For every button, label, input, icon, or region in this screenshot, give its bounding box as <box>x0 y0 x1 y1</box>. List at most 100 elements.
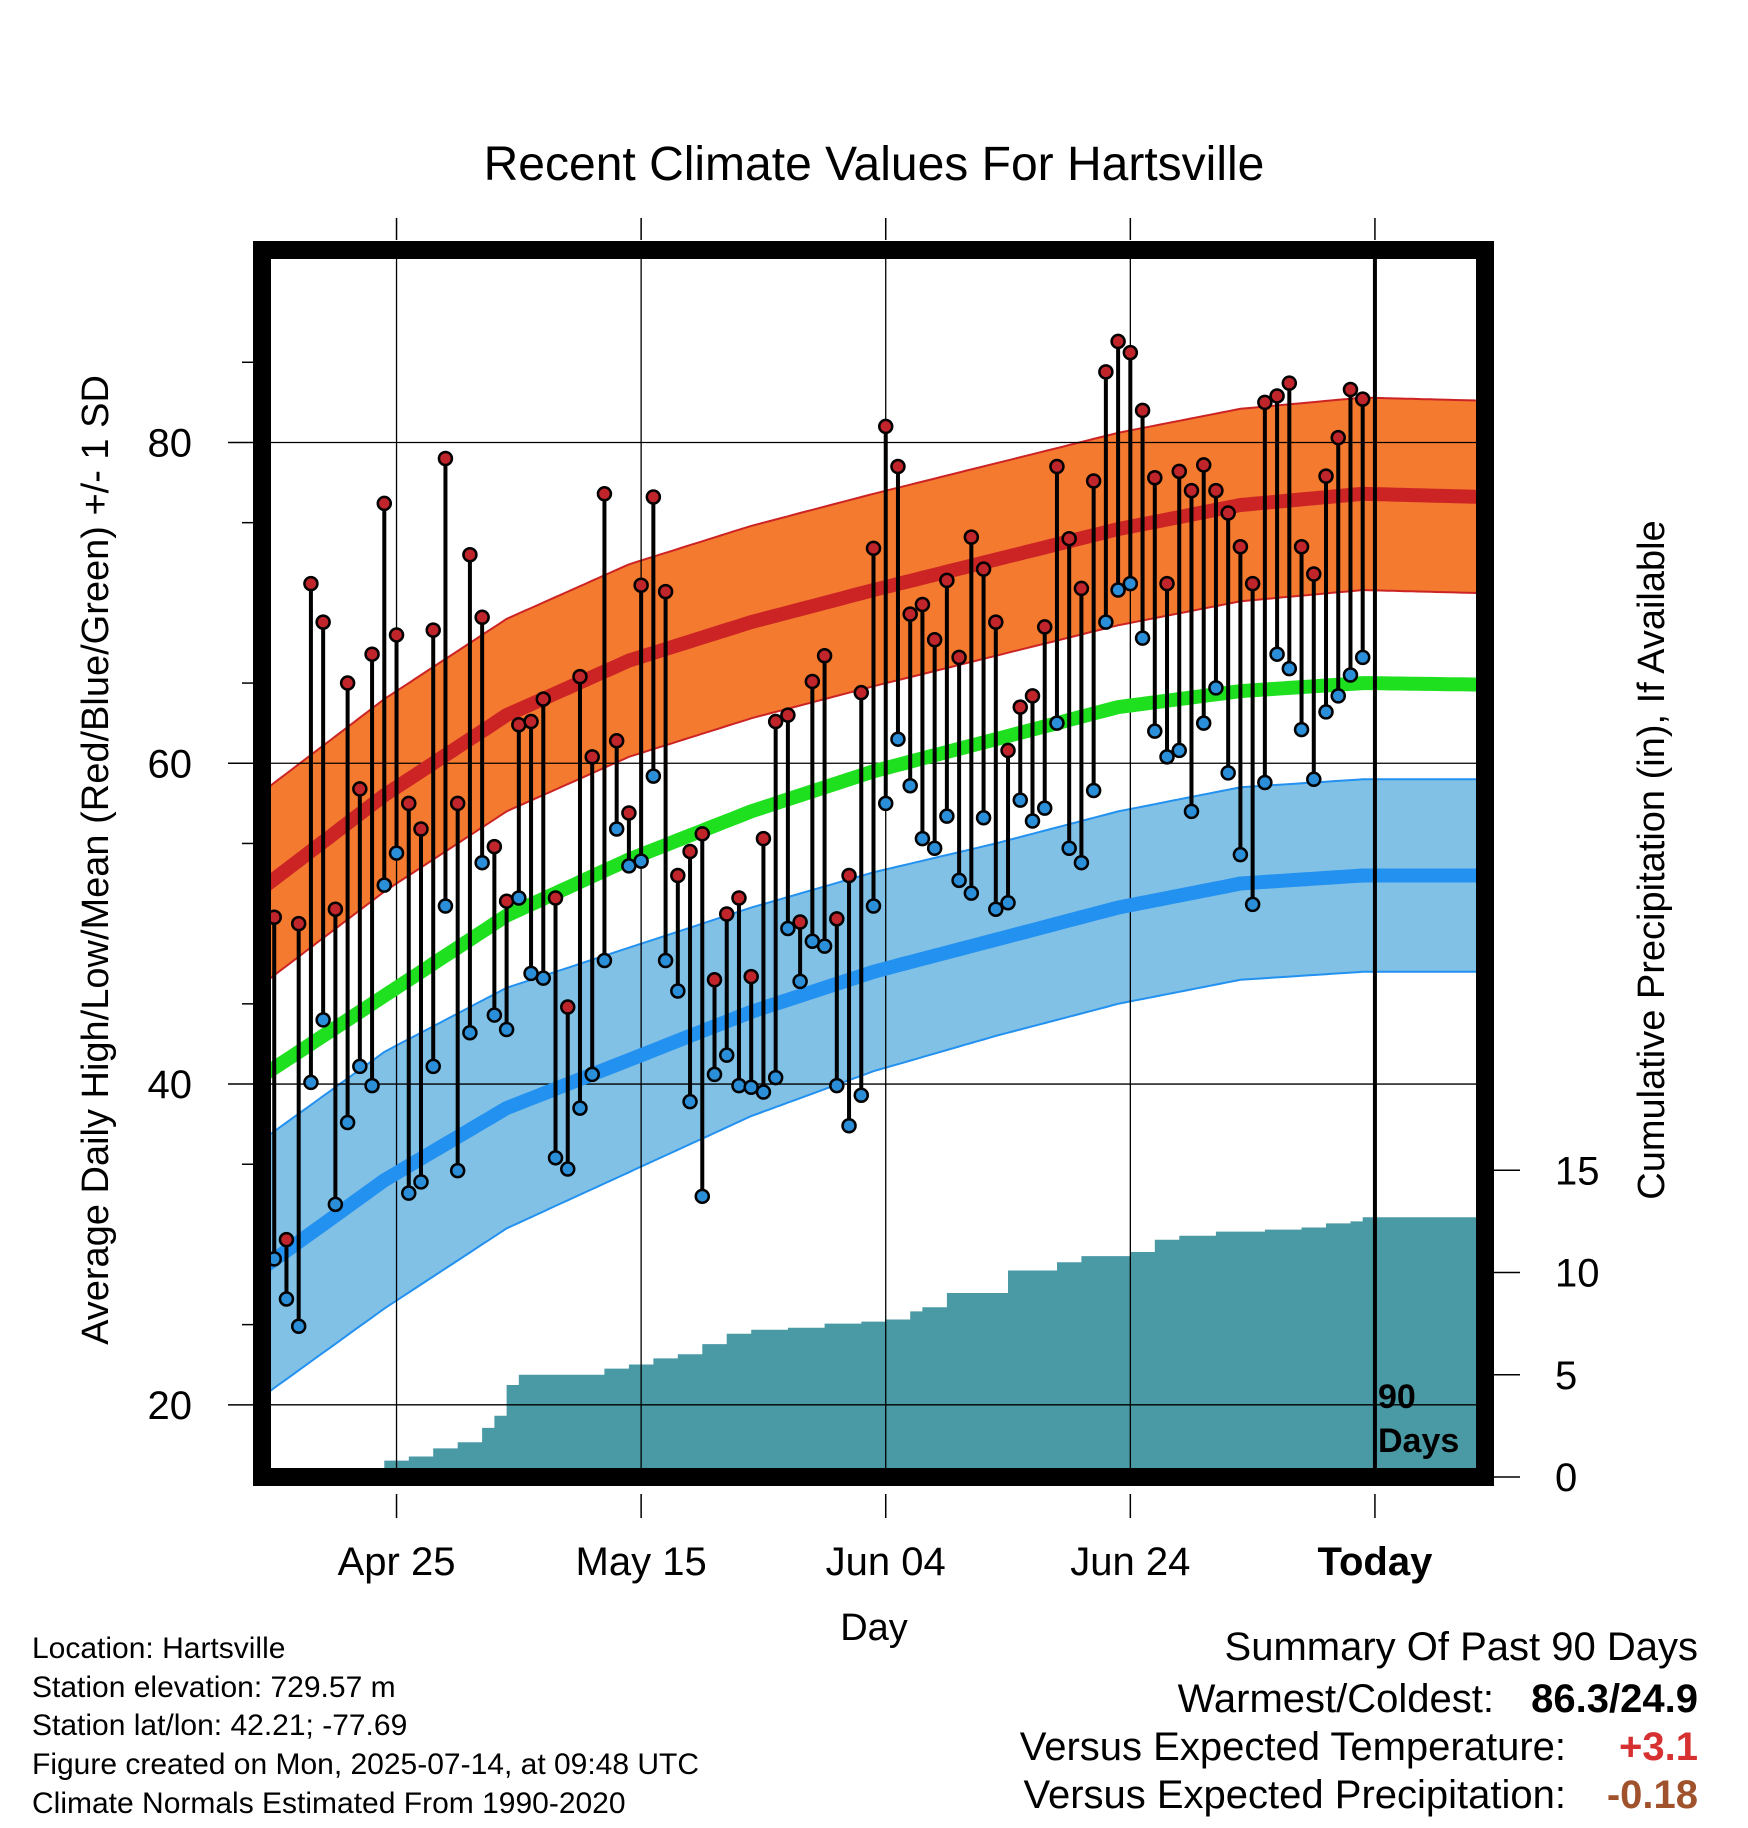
daily-low-point <box>401 1185 417 1201</box>
daily-low-point <box>1244 896 1261 913</box>
daily-high-point <box>718 906 735 922</box>
normal-low-line <box>262 868 1485 1275</box>
footer-latlon: Station lat/lon: 42.21; -77.69 <box>32 1709 407 1742</box>
x-axis-ticks: Apr 25 May 15 Jun 04 Jun 24 Today <box>338 218 1433 1584</box>
daily-low-point <box>1183 803 1200 820</box>
low-sd-band <box>262 778 1485 1399</box>
x-tick-label: Apr 25 <box>338 1540 456 1584</box>
daily-low-point <box>449 1162 466 1179</box>
warm-cold-value: 86.3/24.9 <box>1531 1677 1698 1721</box>
daily-high-point <box>1085 473 1102 489</box>
daily-low-point <box>914 830 931 847</box>
daily-high-point <box>988 614 1004 630</box>
daily-low-point <box>780 920 796 937</box>
daily-high-point <box>853 684 870 701</box>
daily-high-point <box>694 826 711 842</box>
daily-low-point <box>1061 840 1077 857</box>
daily-range-stems <box>272 341 1365 1327</box>
daily-high-point <box>670 867 686 884</box>
daily-high-point <box>767 713 784 730</box>
daily-high-point <box>1061 530 1077 547</box>
daily-high-point <box>1110 333 1126 350</box>
daily-low-point <box>816 938 833 954</box>
daily-low-point <box>1098 614 1114 630</box>
daily-high-point <box>633 577 649 593</box>
y-axis-ticks: 20 40 60 80 <box>148 361 253 1428</box>
daily-high-point <box>1342 381 1359 398</box>
daily-low-point <box>290 1318 307 1334</box>
daily-high-point <box>1159 575 1175 592</box>
x-axis-title: Day <box>840 1607 908 1649</box>
daily-low-point <box>327 1196 344 1213</box>
daily-low-point <box>1000 895 1016 911</box>
daily-low-point <box>376 877 393 893</box>
plot-frame <box>253 241 1494 1486</box>
daily-high-point <box>401 795 417 812</box>
daily-high-point <box>1232 538 1249 555</box>
footer-elevation: Station elevation: 729.57 m <box>32 1671 396 1704</box>
footer-created: Figure created on Mon, 2025-07-14, at 09… <box>32 1748 699 1781</box>
daily-high-point <box>645 489 662 505</box>
daily-high-point <box>535 691 552 707</box>
daily-low-point <box>1195 715 1212 731</box>
daily-high-point <box>755 830 772 847</box>
daily-high-point <box>339 675 356 691</box>
metadata-footer: Location: Hartsville Station elevation: … <box>32 1632 699 1820</box>
daily-high-point <box>1000 742 1016 759</box>
daily-low-point <box>1281 660 1298 677</box>
daily-high-point <box>352 781 368 797</box>
daily-low-point <box>1024 813 1041 829</box>
daily-low-point <box>706 1066 723 1083</box>
daily-high-point <box>841 867 857 884</box>
daily-high-point <box>449 795 466 812</box>
daily-high-point <box>498 893 515 909</box>
daily-low-point <box>718 1047 735 1063</box>
daily-low-point <box>1036 800 1053 816</box>
daily-low-point <box>608 821 625 837</box>
daily-low-point <box>339 1114 356 1131</box>
daily-high-point <box>682 843 698 860</box>
today-days-word: Days <box>1378 1422 1459 1460</box>
precip-anomaly-label: Versus Expected Precipitation: <box>1023 1773 1566 1817</box>
daily-high-point <box>1354 391 1371 407</box>
daily-high-point <box>584 749 600 765</box>
daily-low-point <box>670 983 686 999</box>
daily-low-point <box>902 777 918 794</box>
daily-low-point <box>1073 854 1090 871</box>
daily-low-point <box>951 872 967 889</box>
daily-high-point <box>572 668 588 685</box>
daily-high-point <box>902 606 918 622</box>
daily-low-point <box>841 1117 857 1134</box>
daily-low-point <box>731 1077 747 1094</box>
daily-high-point <box>523 713 539 730</box>
footer-location: Location: Hartsville <box>32 1632 285 1665</box>
y2-tick-label: 15 <box>1555 1149 1600 1193</box>
daily-low-point <box>1269 646 1285 662</box>
daily-low-point <box>1110 582 1126 598</box>
daily-low-point <box>486 1007 503 1023</box>
daily-high-point <box>596 486 613 502</box>
daily-high-point <box>1293 538 1310 555</box>
daily-low-point <box>1049 715 1065 731</box>
daily-low-point <box>1085 782 1102 799</box>
daily-low-point <box>890 731 906 747</box>
chart-title: Recent Climate Values For Hartsville <box>484 138 1265 191</box>
daily-high-point <box>743 968 759 985</box>
daily-low-point <box>1354 649 1371 666</box>
daily-low-point <box>767 1069 784 1086</box>
daily-high-point <box>462 546 478 563</box>
daily-high-point <box>413 821 429 837</box>
daily-low-point <box>988 901 1004 917</box>
x-tick-label: May 15 <box>576 1540 707 1584</box>
daily-low-point <box>352 1058 368 1075</box>
daily-low-point <box>498 1021 515 1038</box>
daily-high-point <box>437 450 454 467</box>
daily-low-point <box>572 1100 588 1116</box>
daily-high-point <box>657 583 674 600</box>
daily-points <box>266 333 1371 1334</box>
temp-anomaly-value: +3.1 <box>1619 1725 1698 1769</box>
daily-low-point <box>1147 723 1163 739</box>
daily-low-point <box>474 854 490 871</box>
daily-low-point <box>511 890 527 906</box>
daily-low-point <box>755 1084 772 1100</box>
